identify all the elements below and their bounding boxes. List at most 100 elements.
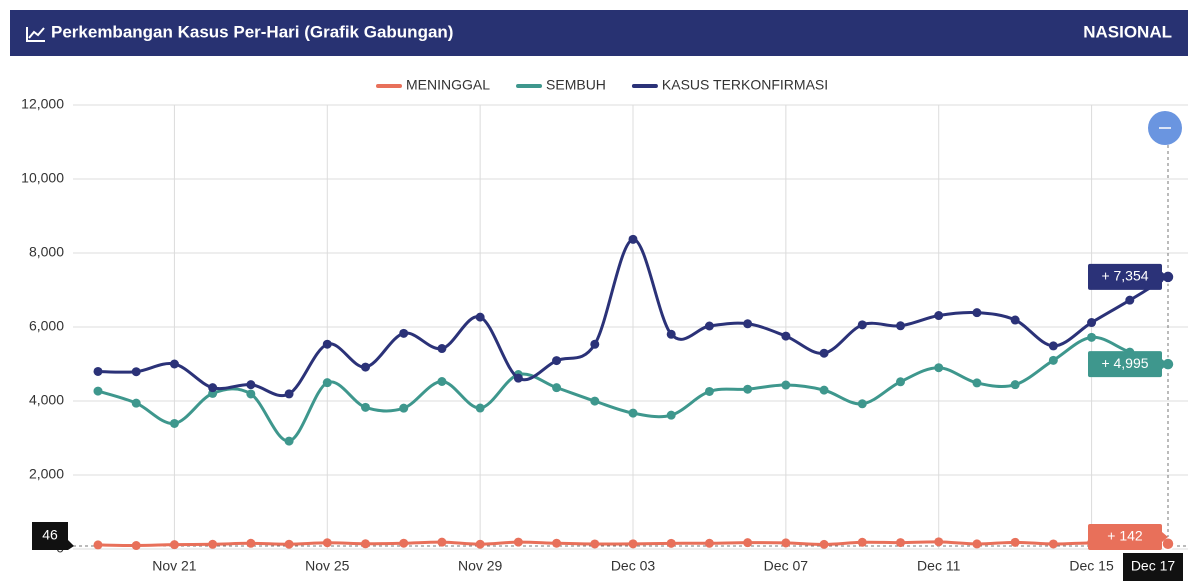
data-point — [93, 386, 103, 396]
x-tick-label: Nov 29 — [458, 558, 503, 574]
data-point — [1087, 318, 1097, 328]
data-point — [1125, 295, 1135, 305]
data-point — [781, 380, 791, 390]
data-point — [781, 331, 791, 341]
data-point — [781, 538, 791, 548]
data-point — [513, 373, 523, 383]
tooltip-box — [1088, 263, 1162, 290]
data-point — [475, 312, 485, 322]
data-point — [131, 367, 141, 377]
data-point — [934, 311, 944, 321]
tooltip-box — [1088, 524, 1162, 550]
header-bar — [10, 10, 1188, 56]
data-point — [896, 377, 905, 387]
data-point — [131, 398, 141, 408]
data-point — [475, 539, 485, 549]
data-point — [552, 356, 562, 366]
x-tick-label: Nov 21 — [152, 558, 197, 574]
data-point — [1087, 332, 1097, 342]
data-point — [246, 389, 256, 399]
data-point — [284, 389, 294, 399]
y-tick-label: 12,000 — [21, 96, 64, 112]
tooltip-box — [1088, 351, 1162, 378]
data-point — [284, 539, 294, 549]
y-label-box — [32, 522, 68, 550]
data-point — [590, 539, 600, 549]
legend: MENINGGAL SEMBUH KASUS TERKONFIRMASI — [376, 77, 828, 93]
data-point — [399, 328, 409, 338]
data-point — [322, 538, 332, 548]
data-point — [1010, 380, 1020, 390]
data-point — [246, 538, 256, 548]
value-tooltip: + 7,354 — [1088, 263, 1168, 290]
data-point — [437, 537, 447, 547]
tooltip-arrow — [1162, 271, 1168, 282]
data-point — [857, 537, 867, 547]
data-point — [513, 537, 523, 547]
y-tick-label: 6,000 — [29, 318, 64, 334]
value-tooltip: + 4,995 — [1088, 351, 1168, 378]
data-point — [704, 386, 714, 396]
x-crosshair-label: Dec 17 — [1123, 553, 1183, 581]
data-point — [361, 539, 370, 549]
data-point — [819, 385, 829, 395]
data-point — [1048, 355, 1058, 365]
x-label-box — [1123, 553, 1183, 581]
data-point — [169, 418, 179, 428]
data-point — [972, 539, 982, 549]
tooltip-label: + 4,995 — [1101, 355, 1148, 371]
data-point — [208, 539, 218, 549]
y-label: 46 — [42, 527, 58, 543]
data-point — [361, 402, 370, 412]
data-point — [972, 378, 982, 388]
data-point — [361, 362, 370, 372]
data-point — [666, 538, 676, 548]
y-tick-label: 2,000 — [29, 466, 64, 482]
data-point — [399, 403, 409, 413]
x-tick-label: Dec 07 — [764, 558, 809, 574]
data-point — [628, 408, 638, 418]
legend-label: MENINGGAL — [406, 77, 490, 93]
x-tick-label: Dec 03 — [611, 558, 656, 574]
data-point — [743, 538, 753, 548]
data-point — [590, 396, 600, 406]
data-point — [322, 339, 332, 349]
legend-label: SEMBUH — [546, 77, 606, 93]
y-tick-label: 4,000 — [29, 392, 64, 408]
data-point — [1010, 537, 1020, 547]
data-point — [896, 321, 905, 331]
data-point — [322, 378, 332, 388]
data-point — [819, 539, 829, 549]
chart-icon — [26, 27, 45, 42]
data-point — [896, 538, 905, 548]
data-point — [590, 339, 600, 349]
data-point — [399, 538, 409, 548]
legend-label: KASUS TERKONFIRMASI — [662, 77, 828, 93]
data-point — [704, 321, 714, 331]
data-point — [552, 383, 562, 393]
data-point — [1048, 539, 1058, 549]
tooltip-label: + 7,354 — [1101, 268, 1148, 284]
data-point — [934, 537, 944, 547]
data-point — [1048, 341, 1058, 351]
data-point — [704, 538, 714, 548]
data-point — [93, 366, 103, 376]
x-tick-label: Dec 15 — [1069, 558, 1114, 574]
data-point — [934, 363, 944, 373]
data-point — [131, 541, 141, 551]
data-point — [666, 410, 676, 420]
tooltip-arrow — [1162, 532, 1168, 542]
data-point — [666, 329, 676, 339]
data-point — [743, 384, 753, 394]
data-point — [437, 344, 447, 354]
header-scope[interactable]: NASIONAL — [1083, 22, 1172, 41]
data-point — [552, 538, 562, 548]
data-point — [819, 348, 829, 358]
data-point — [284, 436, 294, 446]
data-point — [1010, 315, 1020, 325]
data-point — [972, 308, 982, 318]
data-point — [857, 320, 867, 330]
